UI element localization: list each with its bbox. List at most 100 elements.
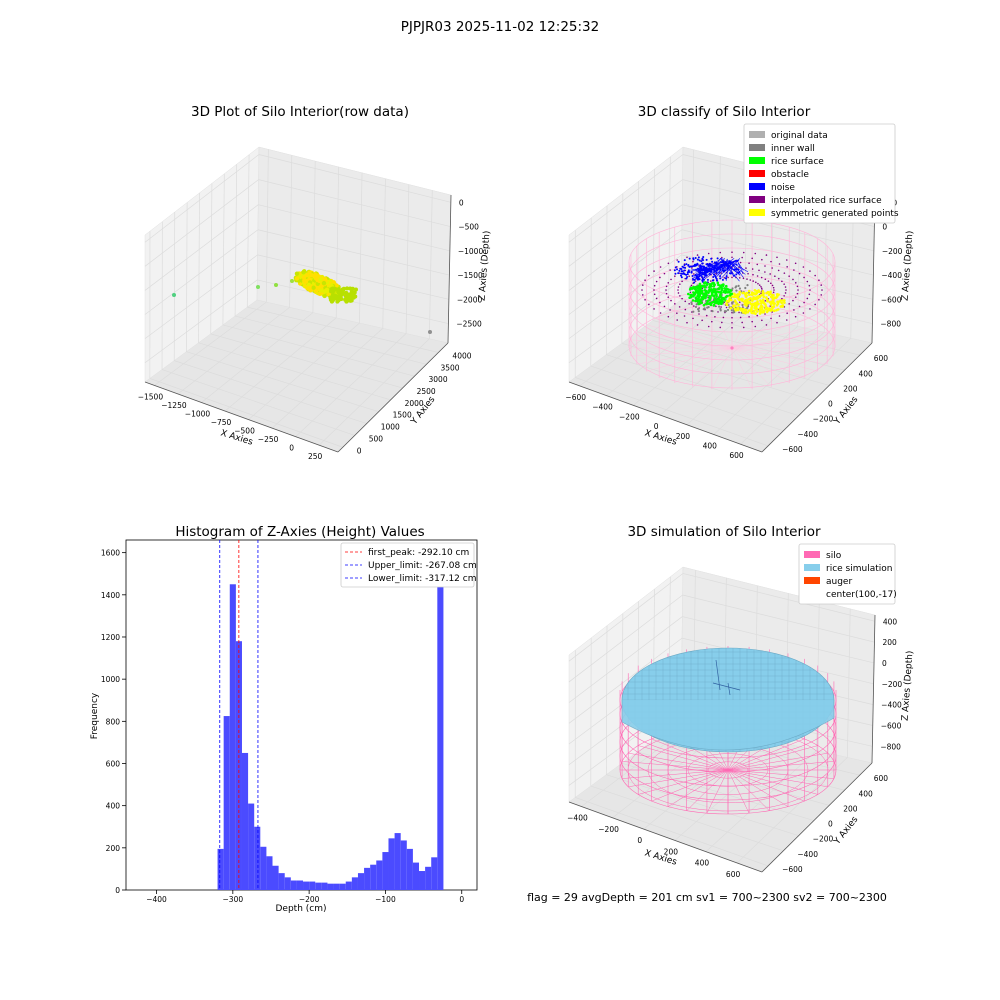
interpolated-point [758,270,760,272]
interpolated-point [721,322,723,324]
interpolated-point [660,266,662,268]
interpolated-point [779,263,781,265]
interpolated-point [795,282,797,284]
symmetric-point [766,300,769,303]
interpolated-point [764,271,766,273]
interpolated-point [741,322,743,324]
y-tick-label: 2500 [417,387,436,396]
y-tick-label: 400 [106,802,121,811]
interpolated-point [679,295,681,297]
inner-wall-point [718,306,720,308]
data-point [331,293,335,297]
inner-wall-point [691,303,693,305]
interpolated-point [698,313,700,315]
interpolated-point [665,289,667,291]
symmetric-point [738,299,741,302]
interpolated-point [690,292,692,294]
noise-point [684,273,686,275]
x-tick-label: 400 [703,442,718,451]
z-tick-label: −2500 [456,320,482,329]
inner-wall-point [741,304,743,306]
y-tick-label: 3500 [440,363,459,372]
interpolated-point [752,274,754,276]
noise-point [712,279,714,281]
data-point [302,275,306,279]
interpolated-point [738,312,740,314]
interpolated-point [688,303,690,305]
noise-point [700,260,702,262]
data-point [307,286,311,290]
noise-point [674,269,676,271]
interpolated-point [695,280,697,282]
legend: silorice simulationaugercenter(100,-17) [799,544,897,604]
rice-surface-point [694,300,697,303]
interpolated-point [697,324,699,326]
histogram-bar [218,849,224,890]
legend-swatch [749,209,765,216]
y-tick-label: −600 [782,865,803,874]
histogram-bar [254,827,260,890]
symmetric-point [767,309,770,312]
rice-surface-point [704,286,707,289]
symmetric-point [740,307,743,310]
histogram-bar [346,882,352,890]
inner-wall-point [731,309,733,311]
rice-surface-point [703,282,706,285]
inner-wall-point [698,310,700,312]
histogram-bar [425,867,431,890]
symmetric-point [734,299,737,302]
noise-point [674,273,676,275]
noise-point [702,259,704,261]
x-tick-label: 600 [726,870,741,879]
interpolated-point [754,253,756,255]
interpolated-point [731,327,733,329]
inner-wall-point [706,306,708,308]
interpolated-point [756,264,758,266]
interpolated-point [768,280,770,282]
inner-wall-point [746,284,748,286]
rice-surface-point [711,282,714,285]
symmetric-point [769,301,772,304]
y-tick-label: 0 [828,400,833,409]
x-tick-label: 0 [459,895,464,904]
data-point [351,287,355,291]
histogram-bar [315,883,321,890]
interpolated-point [642,294,644,296]
rice-surface-point [687,293,690,296]
interpolated-point [747,273,749,275]
interpolated-point [772,285,774,287]
noise-point [675,266,677,268]
interpolated-point [743,252,745,254]
symmetric-point [783,299,786,302]
interpolated-point [781,281,783,283]
rice-surface-point [717,282,720,285]
interpolated-point [799,306,801,308]
symmetric-point [761,305,764,308]
interpolated-point [792,300,794,302]
interpolated-point [653,270,655,272]
interpolated-point [688,275,690,277]
symmetric-point [777,308,780,311]
data-point [351,295,355,299]
z-tick-label: −600 [881,295,902,304]
histogram-bar [431,857,437,890]
data-point [307,270,311,274]
inner-wall-point [711,310,713,312]
noise-point [711,261,713,263]
interpolated-point [785,292,787,294]
interpolated-point [760,286,762,288]
interpolated-point [710,280,712,282]
symmetric-point [753,303,756,306]
y-tick-label: −200 [813,415,834,424]
rice-surface-point [705,291,708,294]
symmetric-point [773,305,776,308]
rice-surface-point [725,288,728,291]
y-tick-label: 0 [115,886,120,895]
symmetric-point [778,300,781,303]
inner-wall-point [731,303,733,305]
y-axis-label: Y Axies [832,815,861,848]
symmetric-point [763,310,766,313]
noise-point [702,265,704,267]
inner-wall-point [696,303,698,305]
rice-surface-point [708,298,711,301]
